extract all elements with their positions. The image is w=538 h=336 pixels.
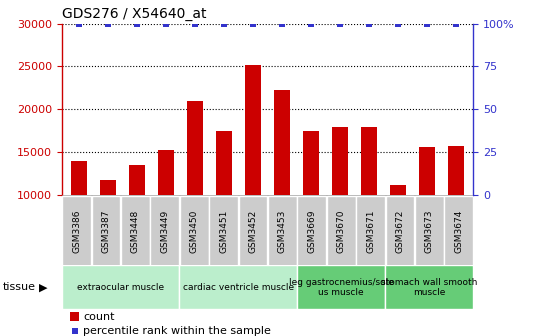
Bar xyxy=(386,196,414,267)
Text: percentile rank within the sample: percentile rank within the sample xyxy=(83,326,271,336)
Bar xyxy=(158,150,174,281)
Bar xyxy=(356,196,385,267)
Point xyxy=(70,329,79,334)
Text: GSM3386: GSM3386 xyxy=(72,209,81,253)
Text: GSM3449: GSM3449 xyxy=(160,209,169,253)
Bar xyxy=(415,196,444,267)
Bar xyxy=(150,196,179,267)
Text: GDS276 / X54640_at: GDS276 / X54640_at xyxy=(62,7,207,21)
Bar xyxy=(91,196,121,267)
Text: GSM3453: GSM3453 xyxy=(278,209,287,253)
Point xyxy=(394,21,402,26)
Text: GSM3387: GSM3387 xyxy=(102,209,110,253)
Point xyxy=(365,21,373,26)
Text: GSM3448: GSM3448 xyxy=(131,209,140,253)
Bar xyxy=(332,127,348,281)
Bar xyxy=(180,196,209,267)
Bar xyxy=(390,184,406,281)
Text: extraocular muscle: extraocular muscle xyxy=(77,283,164,292)
Bar xyxy=(448,146,464,281)
Bar xyxy=(361,127,377,281)
Text: tissue: tissue xyxy=(3,282,36,292)
Bar xyxy=(62,196,91,267)
Bar xyxy=(245,65,261,281)
Point xyxy=(104,21,112,26)
Text: GSM3451: GSM3451 xyxy=(219,209,228,253)
Bar xyxy=(121,196,150,267)
Text: ▶: ▶ xyxy=(39,282,48,292)
Bar xyxy=(209,196,238,267)
Point xyxy=(423,21,431,26)
Text: GSM3452: GSM3452 xyxy=(249,209,258,253)
Text: GSM3670: GSM3670 xyxy=(337,209,345,253)
Text: leg gastrocnemius/sole
us muscle: leg gastrocnemius/sole us muscle xyxy=(288,278,393,297)
Bar xyxy=(70,312,79,321)
Bar xyxy=(385,265,473,309)
Bar xyxy=(444,196,473,267)
Text: cardiac ventricle muscle: cardiac ventricle muscle xyxy=(182,283,294,292)
Text: GSM3669: GSM3669 xyxy=(307,209,316,253)
Bar xyxy=(129,165,145,281)
Text: GSM3674: GSM3674 xyxy=(454,209,463,253)
Text: GSM3450: GSM3450 xyxy=(190,209,199,253)
Bar xyxy=(238,196,267,267)
Bar xyxy=(298,196,326,267)
Text: count: count xyxy=(83,311,115,322)
Point xyxy=(75,21,83,26)
Text: GSM3671: GSM3671 xyxy=(366,209,375,253)
Bar xyxy=(100,180,116,281)
Bar xyxy=(297,265,385,309)
Bar xyxy=(187,101,203,281)
Point xyxy=(452,21,461,26)
Bar xyxy=(216,131,232,281)
Text: stomach wall smooth
muscle: stomach wall smooth muscle xyxy=(381,278,477,297)
Bar xyxy=(180,265,297,309)
Point xyxy=(307,21,315,26)
Point xyxy=(278,21,286,26)
Point xyxy=(249,21,258,26)
Point xyxy=(191,21,200,26)
Point xyxy=(336,21,344,26)
Bar xyxy=(274,90,290,281)
Bar xyxy=(419,147,435,281)
Bar xyxy=(72,161,87,281)
Bar xyxy=(268,196,297,267)
Bar xyxy=(303,131,319,281)
Point xyxy=(220,21,229,26)
Text: GSM3673: GSM3673 xyxy=(425,209,434,253)
Bar xyxy=(327,196,356,267)
Bar xyxy=(62,265,179,309)
Point xyxy=(133,21,141,26)
Point xyxy=(162,21,171,26)
Text: GSM3672: GSM3672 xyxy=(395,209,405,253)
